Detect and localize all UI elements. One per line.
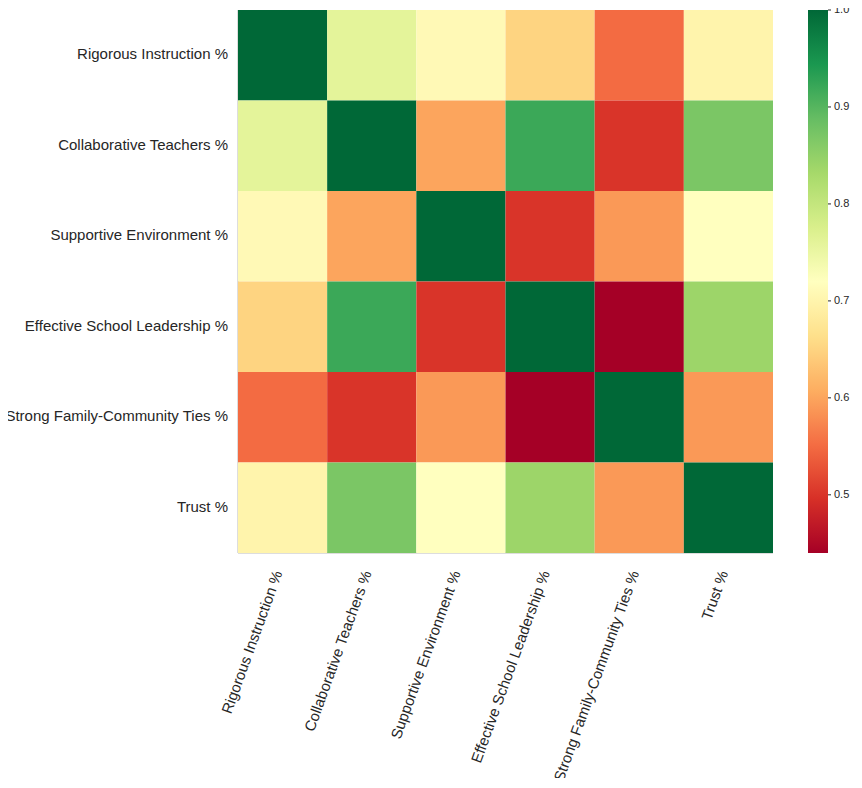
svg-text:0.6: 0.6: [834, 391, 849, 403]
svg-text:Collaborative Teachers %: Collaborative Teachers %: [58, 136, 228, 153]
svg-text:Trust %: Trust %: [698, 568, 731, 622]
svg-text:Trust %: Trust %: [177, 498, 228, 515]
svg-text:Effective School Leadership %: Effective School Leadership %: [467, 568, 552, 765]
svg-text:0.5: 0.5: [834, 488, 849, 500]
svg-text:Supportive Environment %: Supportive Environment %: [50, 226, 228, 243]
svg-text:Supportive Environment %: Supportive Environment %: [387, 568, 464, 741]
svg-text:0.8: 0.8: [834, 197, 849, 209]
svg-text:0.9: 0.9: [834, 100, 849, 112]
svg-text:Rigorous Instruction %: Rigorous Instruction %: [218, 568, 286, 716]
svg-text:0.7: 0.7: [834, 294, 849, 306]
svg-text:Collaborative Teachers %: Collaborative Teachers %: [301, 568, 375, 733]
svg-text:Effective School Leadership %: Effective School Leadership %: [25, 317, 228, 334]
svg-text:Strong Family-Community Ties %: Strong Family-Community Ties %: [550, 568, 642, 778]
svg-text:Rigorous Instruction %: Rigorous Instruction %: [77, 45, 228, 62]
svg-text:Strong Family-Community Ties %: Strong Family-Community Ties %: [8, 407, 228, 424]
svg-text:1.0: 1.0: [834, 8, 849, 15]
